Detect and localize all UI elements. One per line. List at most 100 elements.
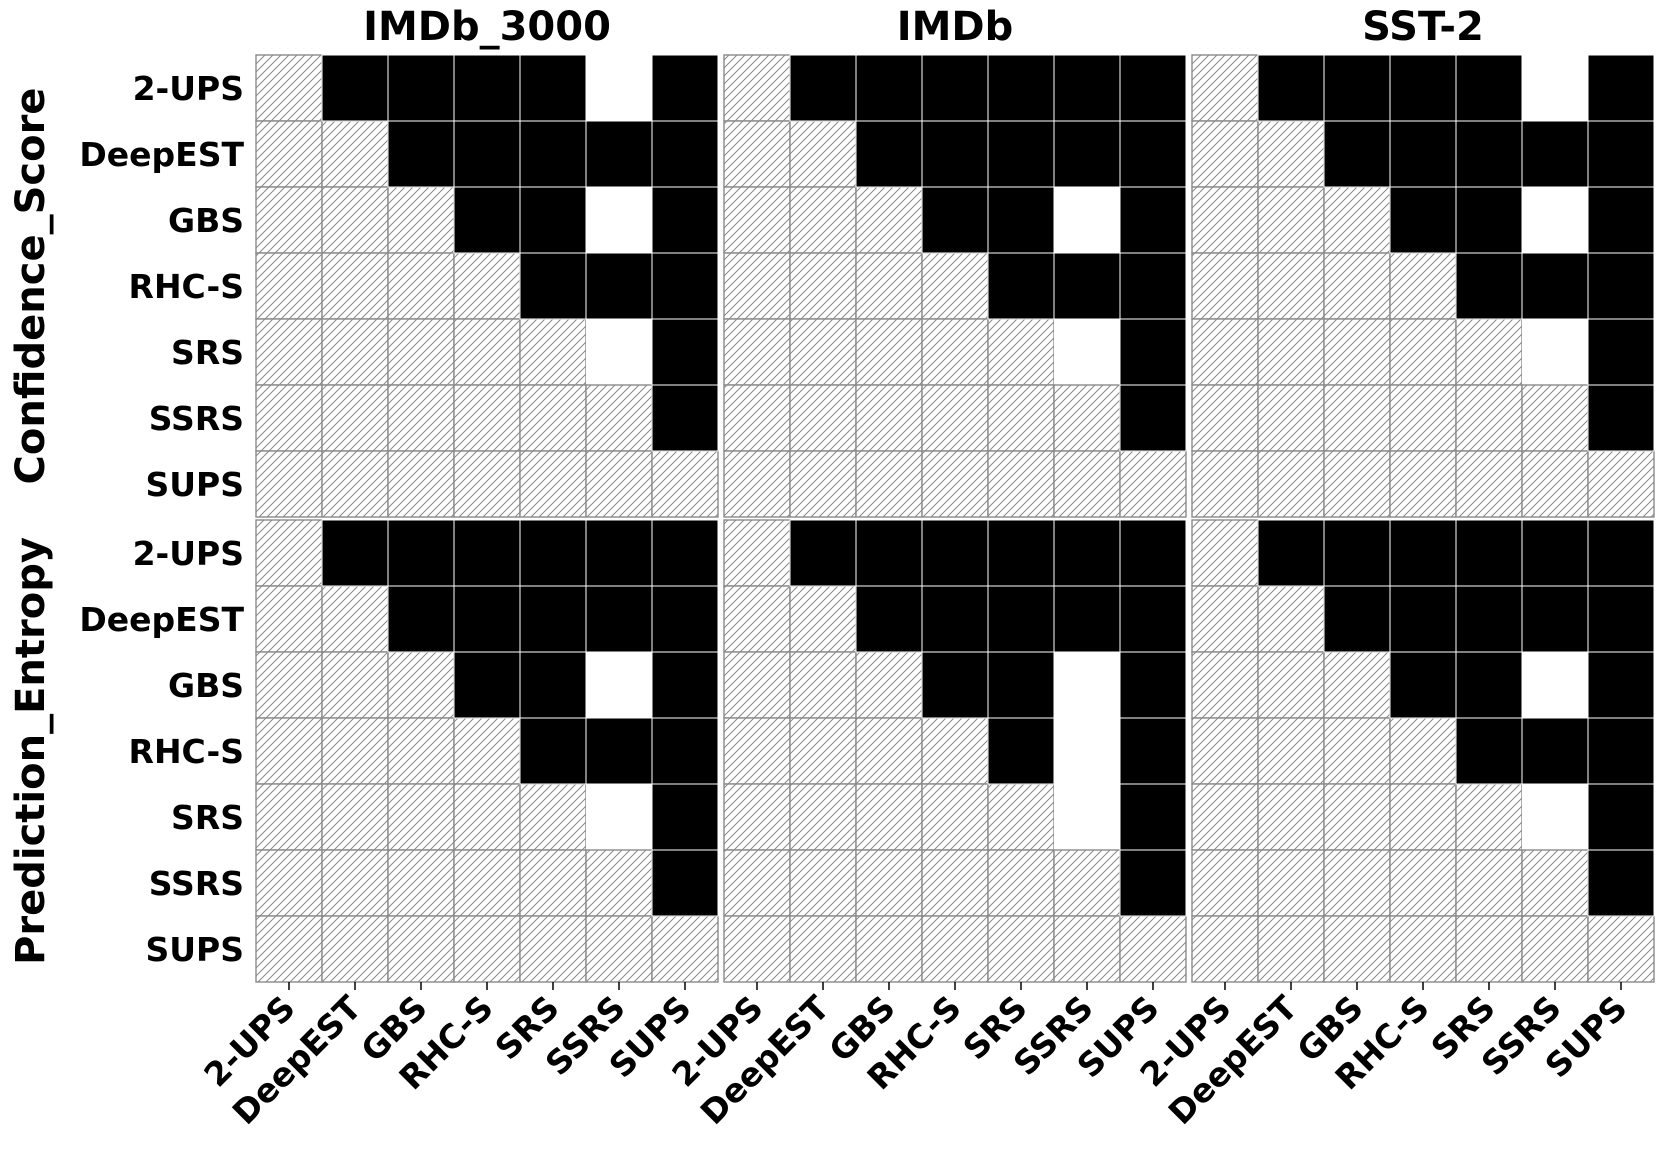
cell-2-ups-vs-sups <box>1119 519 1187 587</box>
cell-srs-vs-2-ups <box>723 783 791 851</box>
cell-srs-vs-srs <box>1455 783 1523 851</box>
cell-2-ups-vs-rhc-s <box>453 519 521 587</box>
cell-rhc-s-vs-ssrs <box>1054 718 1120 784</box>
cell-sups-vs-gbs <box>387 915 455 983</box>
cell-sups-vs-ssrs <box>585 915 653 983</box>
cell-2-ups-vs-deepest <box>789 519 857 587</box>
cell-sups-vs-sups <box>1587 915 1655 983</box>
cell-gbs-vs-2-ups <box>1191 186 1259 254</box>
cell-ssrs-vs-srs <box>1455 849 1523 917</box>
cell-srs-vs-rhc-s <box>1389 318 1457 386</box>
cell-srs-vs-deepest <box>321 783 389 851</box>
cell-ssrs-vs-rhc-s <box>1389 849 1457 917</box>
cell-deepest-vs-sups <box>651 585 719 653</box>
cell-sups-vs-2-ups <box>1191 450 1259 518</box>
cell-ssrs-vs-deepest <box>789 384 857 452</box>
cell-sups-vs-srs <box>1455 915 1523 983</box>
cell-ssrs-vs-rhc-s <box>921 384 989 452</box>
cell-srs-vs-rhc-s <box>453 783 521 851</box>
cell-sups-vs-sups <box>651 915 719 983</box>
cell-deepest-vs-gbs <box>387 120 455 188</box>
cell-deepest-vs-2-ups <box>255 120 323 188</box>
cell-rhc-s-vs-2-ups <box>1191 717 1259 785</box>
cell-rhc-s-vs-srs <box>987 717 1055 785</box>
cell-deepest-vs-srs <box>519 585 587 653</box>
cell-ssrs-vs-ssrs <box>1521 849 1589 917</box>
cell-sups-vs-2-ups <box>723 915 791 983</box>
cell-srs-vs-sups <box>651 783 719 851</box>
cell-sups-vs-sups <box>651 450 719 518</box>
y-tick-confidence-score-srs: SRS <box>171 333 244 372</box>
cell-2-ups-vs-2-ups <box>255 519 323 587</box>
y-tick-prediction-entropy-deepest: DeepEST <box>79 600 244 639</box>
cell-2-ups-vs-gbs <box>387 519 455 587</box>
cell-rhc-s-vs-gbs <box>387 252 455 320</box>
y-tick-confidence-score-2-ups: 2-UPS <box>133 69 244 108</box>
cell-gbs-vs-ssrs <box>586 187 652 253</box>
cell-2-ups-vs-ssrs <box>1522 55 1588 121</box>
cell-sups-vs-deepest <box>321 450 389 518</box>
cell-rhc-s-vs-ssrs <box>1521 717 1589 785</box>
cell-deepest-vs-rhc-s <box>453 120 521 188</box>
cell-2-ups-vs-2-ups <box>723 54 791 122</box>
cell-rhc-s-vs-gbs <box>1323 717 1391 785</box>
cell-srs-vs-deepest <box>1257 783 1325 851</box>
cell-2-ups-vs-2-ups <box>1191 519 1259 587</box>
cell-srs-vs-rhc-s <box>453 318 521 386</box>
cell-sups-vs-deepest <box>321 915 389 983</box>
cell-rhc-s-vs-deepest <box>321 717 389 785</box>
cell-srs-vs-srs <box>987 783 1055 851</box>
panel-confidence-score-imdb-3000 <box>255 54 719 518</box>
cell-gbs-vs-rhc-s <box>453 186 521 254</box>
cell-ssrs-vs-rhc-s <box>921 849 989 917</box>
cell-deepest-vs-ssrs <box>585 585 653 653</box>
cell-sups-vs-rhc-s <box>921 915 989 983</box>
cell-2-ups-vs-deepest <box>1257 54 1325 122</box>
cell-gbs-vs-deepest <box>789 186 857 254</box>
cell-gbs-vs-srs <box>1455 651 1523 719</box>
cell-ssrs-vs-2-ups <box>1191 849 1259 917</box>
cell-deepest-vs-2-ups <box>1191 120 1259 188</box>
cell-deepest-vs-deepest <box>789 585 857 653</box>
cell-srs-vs-rhc-s <box>1389 783 1457 851</box>
cell-ssrs-vs-ssrs <box>1053 849 1121 917</box>
cell-rhc-s-vs-2-ups <box>255 252 323 320</box>
cell-rhc-s-vs-ssrs <box>585 252 653 320</box>
cell-sups-vs-ssrs <box>585 450 653 518</box>
cell-deepest-vs-gbs <box>1323 120 1391 188</box>
cell-deepest-vs-rhc-s <box>921 585 989 653</box>
cell-rhc-s-vs-srs <box>1455 717 1523 785</box>
cell-srs-vs-ssrs <box>1522 319 1588 385</box>
cell-srs-vs-ssrs <box>1522 784 1588 850</box>
y-tick-prediction-entropy-2-ups: 2-UPS <box>133 534 244 573</box>
y-tick-confidence-score-deepest: DeepEST <box>79 135 244 174</box>
cell-ssrs-vs-rhc-s <box>1389 384 1457 452</box>
cell-rhc-s-vs-2-ups <box>255 717 323 785</box>
cell-gbs-vs-rhc-s <box>1389 186 1457 254</box>
cell-rhc-s-vs-gbs <box>855 717 923 785</box>
cell-rhc-s-vs-sups <box>1119 252 1187 320</box>
cell-srs-vs-sups <box>1587 783 1655 851</box>
cell-gbs-vs-sups <box>651 186 719 254</box>
cell-srs-vs-sups <box>651 318 719 386</box>
cell-sups-vs-gbs <box>855 450 923 518</box>
cell-srs-vs-2-ups <box>1191 783 1259 851</box>
cell-2-ups-vs-ssrs <box>1053 519 1121 587</box>
cell-sups-vs-2-ups <box>1191 915 1259 983</box>
cell-deepest-vs-srs <box>1455 585 1523 653</box>
cell-srs-vs-ssrs <box>586 319 652 385</box>
cell-deepest-vs-ssrs <box>1521 585 1589 653</box>
cell-gbs-vs-2-ups <box>723 186 791 254</box>
y-tick-confidence-score-gbs: GBS <box>168 201 244 240</box>
cell-rhc-s-vs-sups <box>1587 252 1655 320</box>
cell-deepest-vs-rhc-s <box>1389 120 1457 188</box>
cell-2-ups-vs-srs <box>1455 54 1523 122</box>
cell-ssrs-vs-srs <box>987 384 1055 452</box>
cell-ssrs-vs-sups <box>1119 384 1187 452</box>
cell-deepest-vs-rhc-s <box>921 120 989 188</box>
cell-ssrs-vs-gbs <box>387 849 455 917</box>
cell-sups-vs-2-ups <box>255 450 323 518</box>
cell-ssrs-vs-2-ups <box>723 849 791 917</box>
cell-gbs-vs-srs <box>519 186 587 254</box>
cell-srs-vs-gbs <box>387 783 455 851</box>
